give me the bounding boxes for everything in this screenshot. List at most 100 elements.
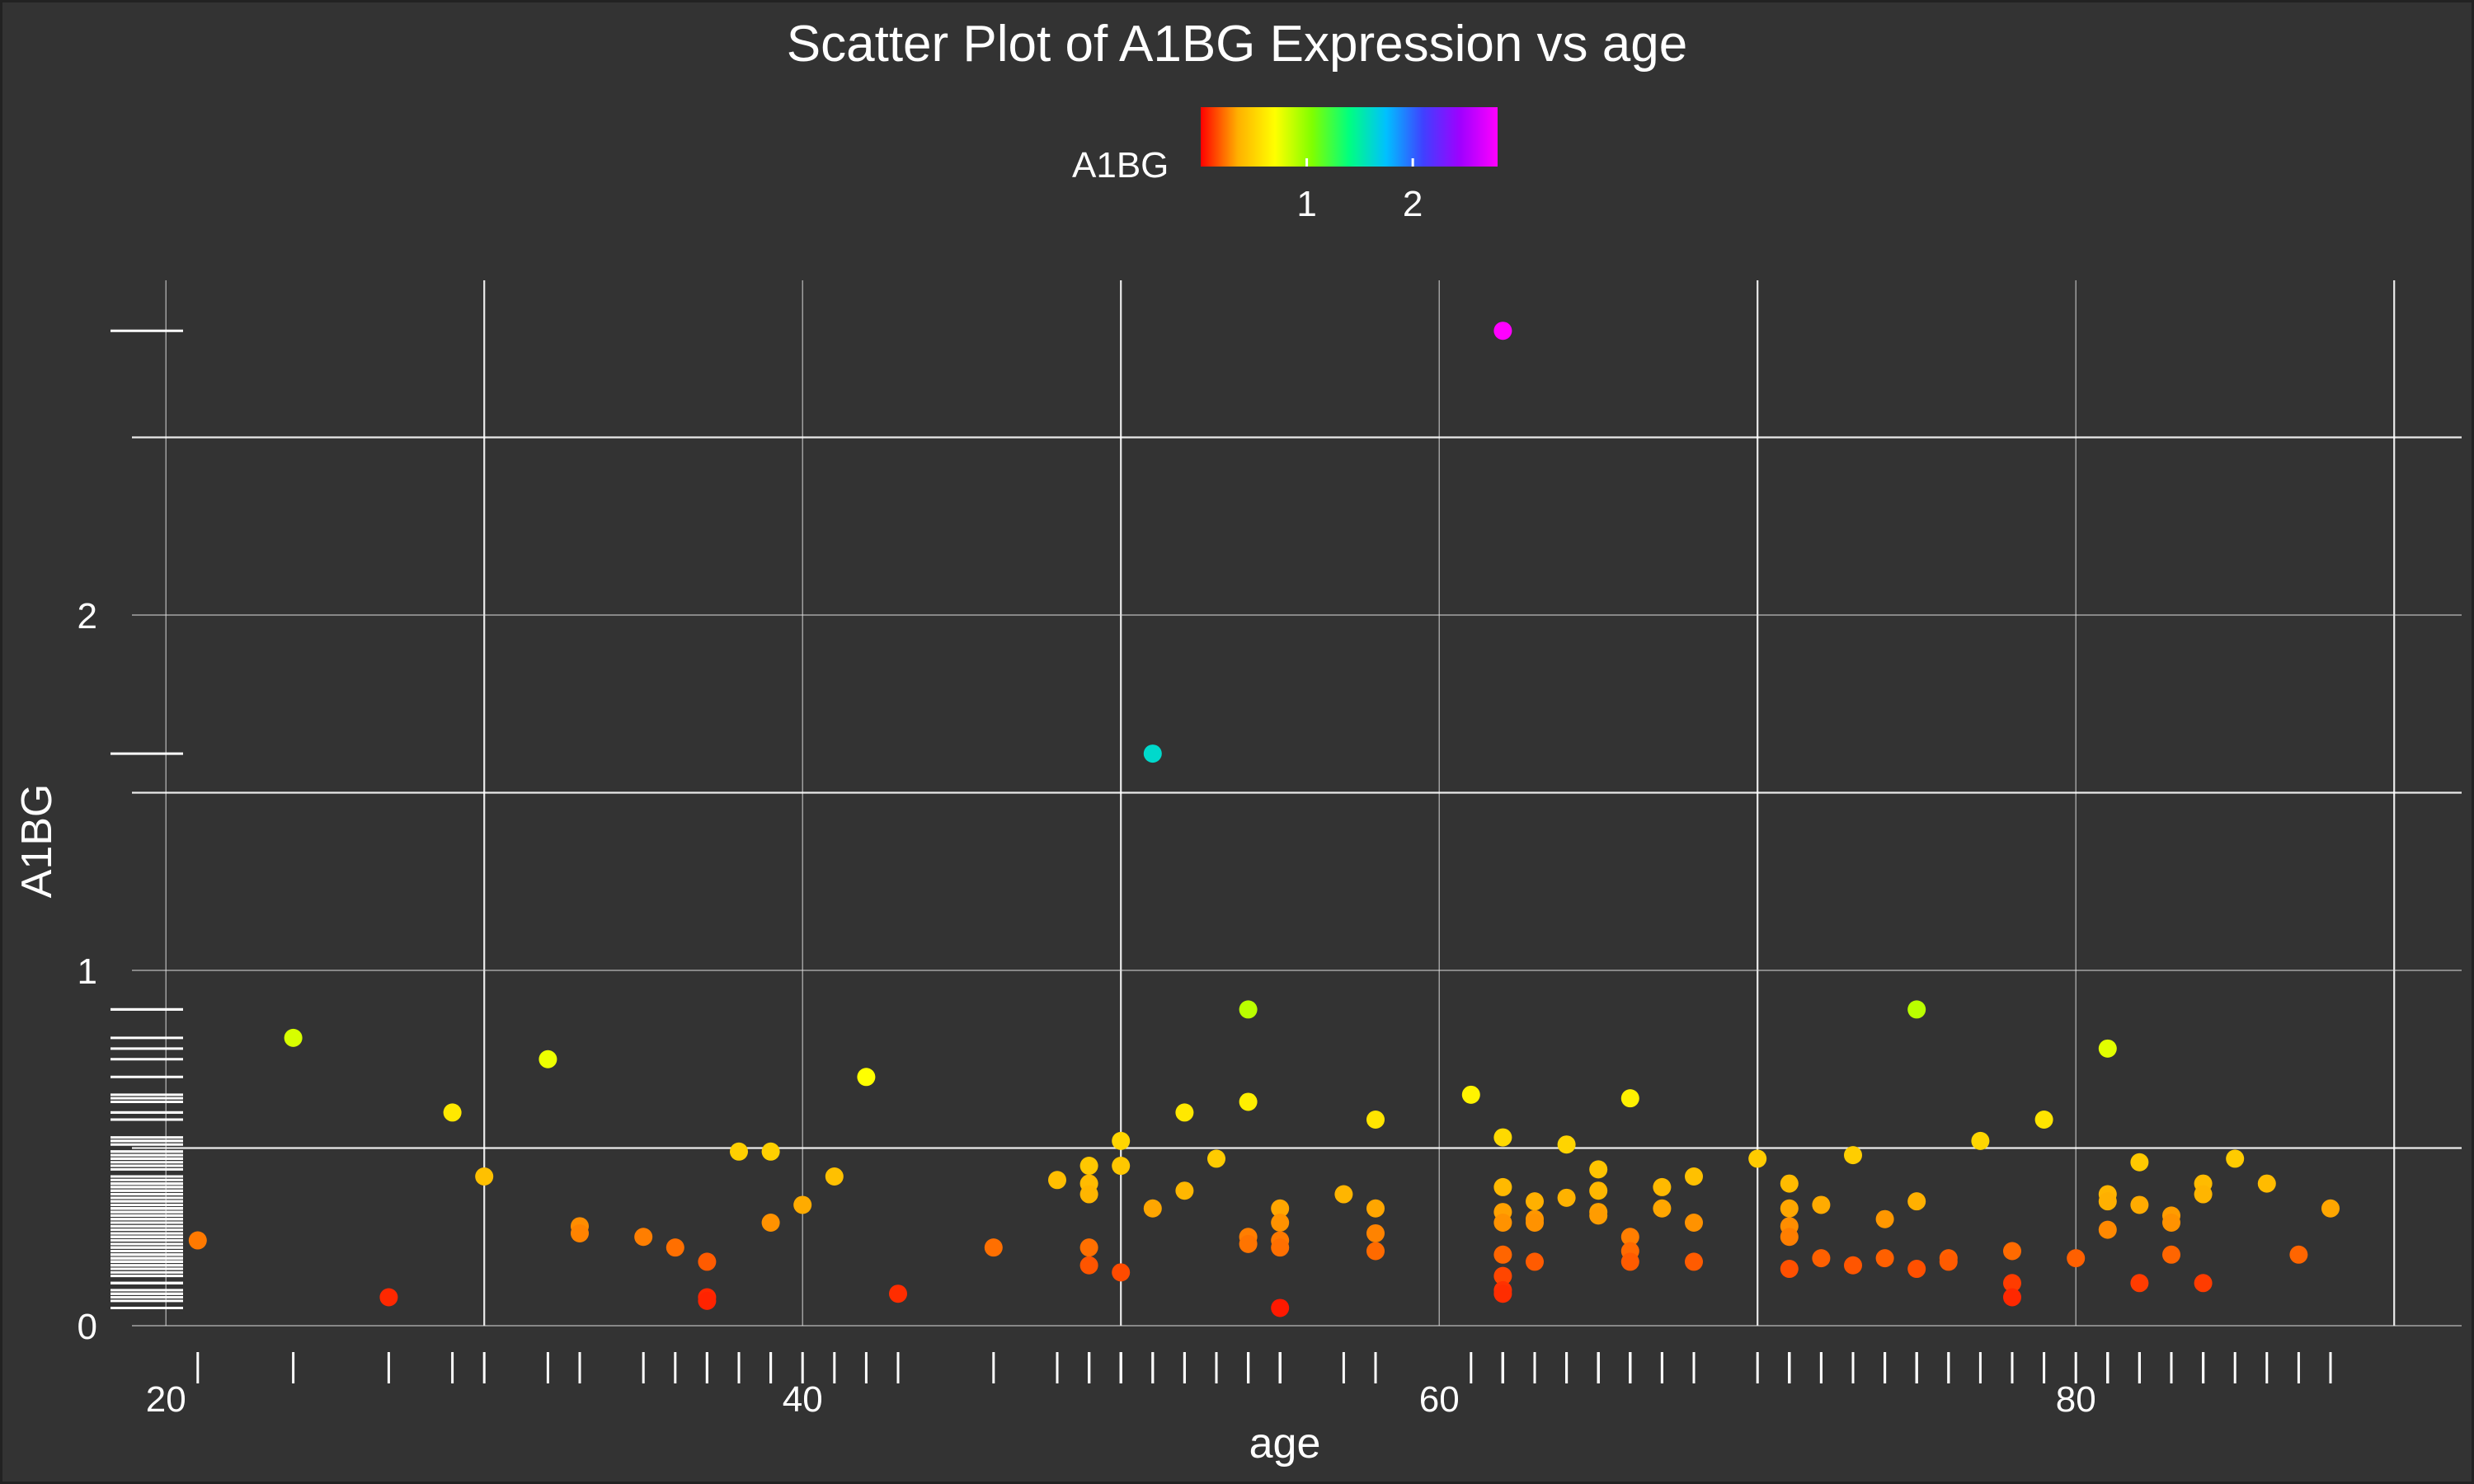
y-axis: 0 1 2 bbox=[78, 596, 97, 1347]
colorbar-tick-label: 1 bbox=[1296, 184, 1316, 224]
data-point bbox=[1461, 1085, 1480, 1104]
data-point bbox=[1875, 1209, 1894, 1228]
x-tick-label: 40 bbox=[783, 1379, 823, 1420]
grid bbox=[132, 280, 2462, 1327]
data-point bbox=[1653, 1199, 1672, 1218]
data-point bbox=[379, 1288, 398, 1307]
x-axis: 20 40 60 80 bbox=[146, 1379, 2096, 1420]
data-point bbox=[1239, 1234, 1258, 1253]
x-axis-title: age bbox=[1249, 1420, 1321, 1468]
data-point bbox=[1175, 1181, 1194, 1200]
data-point bbox=[539, 1050, 557, 1068]
data-point bbox=[889, 1284, 907, 1303]
data-point bbox=[2098, 1220, 2117, 1239]
data-point bbox=[2226, 1149, 2245, 1168]
data-point bbox=[1780, 1260, 1799, 1279]
data-points bbox=[188, 322, 2340, 1317]
data-point bbox=[1557, 1135, 1576, 1154]
data-point bbox=[1812, 1249, 1831, 1268]
data-point bbox=[1620, 1089, 1639, 1108]
data-point bbox=[1271, 1199, 1290, 1218]
data-point bbox=[2003, 1274, 2021, 1293]
data-point bbox=[2162, 1245, 2180, 1264]
data-point bbox=[1748, 1149, 1767, 1168]
rug-marks bbox=[111, 329, 2332, 1383]
data-point bbox=[1620, 1252, 1639, 1271]
x-tick-label: 20 bbox=[146, 1379, 186, 1420]
data-point bbox=[730, 1142, 748, 1161]
data-point bbox=[2003, 1288, 2021, 1307]
data-point bbox=[1207, 1149, 1225, 1168]
chart-title: Scatter Plot of A1BG Expression vs age bbox=[786, 16, 1688, 73]
data-point bbox=[2098, 1192, 2117, 1211]
data-point bbox=[2321, 1199, 2340, 1218]
data-point bbox=[2098, 1039, 2117, 1058]
data-point bbox=[2162, 1214, 2180, 1233]
data-point bbox=[1366, 1242, 1385, 1261]
data-point bbox=[1685, 1214, 1703, 1233]
data-point bbox=[2257, 1174, 2276, 1193]
data-point bbox=[1780, 1199, 1799, 1218]
data-point bbox=[1780, 1228, 1799, 1247]
data-point bbox=[793, 1195, 812, 1214]
data-point bbox=[1493, 1266, 1512, 1285]
data-point bbox=[1812, 1195, 1831, 1214]
data-point bbox=[1493, 1177, 1512, 1196]
data-point bbox=[1271, 1238, 1290, 1257]
data-point bbox=[2067, 1249, 2086, 1268]
data-point bbox=[1143, 744, 1162, 763]
data-point bbox=[2289, 1245, 2308, 1264]
data-point bbox=[1112, 1131, 1131, 1150]
data-point bbox=[825, 1167, 844, 1186]
data-point bbox=[1526, 1252, 1544, 1271]
data-point bbox=[1175, 1103, 1194, 1122]
data-point bbox=[1271, 1214, 1290, 1233]
data-point bbox=[2003, 1242, 2021, 1261]
data-point bbox=[761, 1142, 780, 1161]
data-point bbox=[1875, 1249, 1894, 1268]
colorbar-tick-label: 2 bbox=[1403, 184, 1423, 224]
data-point bbox=[1239, 1000, 1258, 1019]
data-point bbox=[2194, 1274, 2213, 1293]
data-point bbox=[1493, 1214, 1512, 1233]
data-point bbox=[1589, 1181, 1608, 1200]
data-point bbox=[634, 1228, 653, 1247]
data-point bbox=[698, 1252, 717, 1271]
data-point bbox=[1493, 1245, 1512, 1264]
data-point bbox=[1079, 1238, 1098, 1257]
y-tick-label: 0 bbox=[78, 1307, 97, 1347]
data-point bbox=[761, 1214, 780, 1233]
data-point bbox=[1526, 1214, 1544, 1233]
data-point bbox=[1079, 1256, 1098, 1275]
data-point bbox=[1079, 1157, 1098, 1176]
data-point bbox=[2130, 1274, 2149, 1293]
data-point bbox=[1493, 1128, 1512, 1147]
data-point bbox=[857, 1068, 876, 1087]
data-point bbox=[1971, 1131, 1990, 1150]
data-point bbox=[1780, 1174, 1799, 1193]
data-point bbox=[698, 1291, 717, 1310]
data-point bbox=[188, 1231, 207, 1250]
data-point bbox=[1143, 1199, 1162, 1218]
data-point bbox=[1685, 1167, 1703, 1186]
data-point bbox=[443, 1103, 462, 1122]
data-point bbox=[284, 1028, 303, 1047]
y-tick-label: 1 bbox=[78, 951, 97, 992]
x-tick-label: 60 bbox=[1419, 1379, 1460, 1420]
data-point bbox=[1048, 1171, 1066, 1190]
y-tick-label: 2 bbox=[78, 596, 97, 636]
data-point bbox=[1589, 1206, 1608, 1225]
data-point bbox=[1112, 1157, 1131, 1176]
data-point bbox=[2194, 1185, 2213, 1204]
y-axis-title: A1BG bbox=[13, 784, 61, 899]
colorbar-title: A1BG bbox=[1072, 145, 1169, 186]
data-point bbox=[1844, 1256, 1862, 1275]
data-point bbox=[1493, 322, 1512, 340]
data-point bbox=[571, 1223, 589, 1242]
data-point bbox=[1939, 1252, 1958, 1271]
data-point bbox=[2130, 1153, 2149, 1172]
data-point bbox=[984, 1238, 1003, 1257]
